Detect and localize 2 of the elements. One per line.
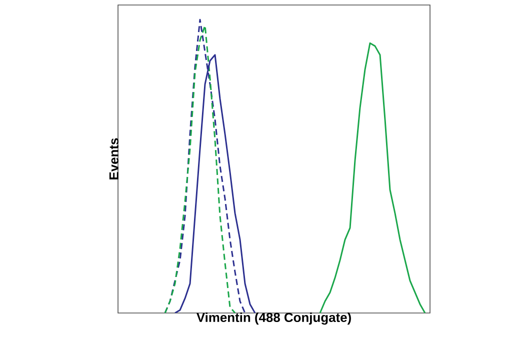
x-axis-title: Vimentin (488 Conjugate) <box>196 312 351 325</box>
y-axis-title: Events <box>109 138 118 180</box>
